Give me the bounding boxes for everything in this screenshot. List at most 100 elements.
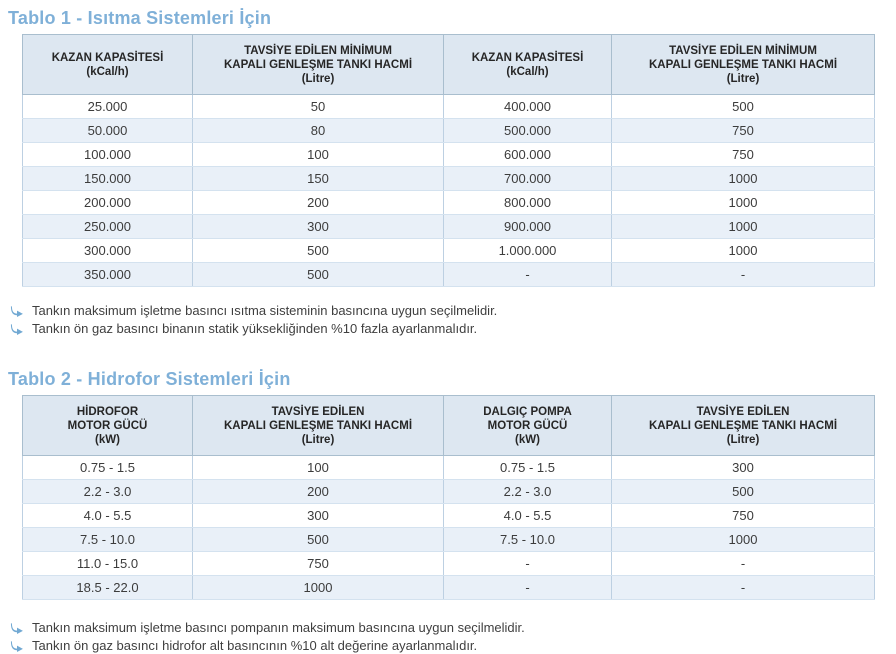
table-cell: 100.000 xyxy=(22,142,193,167)
table-cell: 1000 xyxy=(611,190,875,215)
table-cell: 800.000 xyxy=(443,190,612,215)
table-cell: 300.000 xyxy=(22,238,193,263)
table2-notes: Tankın maksimum işletme basıncı pompanın… xyxy=(10,620,886,654)
header-line: (kCal/h) xyxy=(506,65,549,78)
table-cell: 200 xyxy=(192,190,444,215)
table-cell: 1000 xyxy=(611,214,875,239)
header-line: HİDROFOR xyxy=(76,405,139,418)
header-cell: KAZAN KAPASİTESİ (kCal/h) xyxy=(443,34,612,95)
header-line: (kCal/h) xyxy=(86,65,129,78)
table-cell: 500 xyxy=(192,527,444,552)
arrow-bullet-icon xyxy=(10,306,24,317)
table1-title: Tablo 1 - Isıtma Sistemleri İçin xyxy=(8,8,272,28)
table2-section: Tablo 2 - Hidrofor Sistemleri İçin HİDRO… xyxy=(8,369,886,654)
header-cell: TAVSİYE EDİLEN KAPALI GENLEŞME TANKI HACM… xyxy=(192,395,444,456)
header-line: TAVSİYE EDİLEN xyxy=(696,405,790,418)
table-cell: 200.000 xyxy=(22,190,193,215)
table-row: 11.0 - 15.0 750- - xyxy=(22,551,875,576)
table-cell: 7.5 - 10.0 xyxy=(443,527,612,552)
table-cell: 600.000 xyxy=(443,142,612,167)
header-line: KAPALI GENLEŞME TANKI HACMİ xyxy=(223,419,413,432)
header-line: (Litre) xyxy=(726,433,760,446)
arrow-bullet-icon xyxy=(10,324,24,335)
table-row: 300.000 500 1.000.000 1000 xyxy=(22,238,875,263)
header-line: DALGIÇ POMPA xyxy=(483,405,572,418)
table-cell: 1000 xyxy=(192,575,444,600)
table-row: 0.75 - 1.5 100 0.75 - 1.5 300 xyxy=(22,455,875,480)
table-cell: 100 xyxy=(192,142,444,167)
table-cell: 500 xyxy=(192,238,444,263)
header-line: (kW) xyxy=(95,433,120,446)
table-cell: 1000 xyxy=(611,238,875,263)
table1-header-row: KAZAN KAPASİTESİ (kCal/h) TAVSİYE EDİLEN M… xyxy=(22,34,875,95)
header-cell: TAVSİYE EDİLEN KAPALI GENLEŞME TANKI HACM… xyxy=(611,395,875,456)
table-cell: 750 xyxy=(611,118,875,143)
table-cell: 11.0 - 15.0 xyxy=(22,551,193,576)
table-cell: 100 xyxy=(192,455,444,480)
table-row: 150.000 150 700.000 1000 xyxy=(22,166,875,191)
header-line: KAPALI GENLEŞME TANKI HACMİ xyxy=(648,419,838,432)
table-cell: 500 xyxy=(192,262,444,287)
table-cell: - xyxy=(611,551,875,576)
table-row: 250.000 300 900.000 1000 xyxy=(22,214,875,239)
header-cell: TAVSİYE EDİLEN MİNİMUM KAPALI GENLEŞME TA… xyxy=(192,34,444,95)
table2-head: HİDROFOR MOTOR GÜCÜ (kW) TAVSİYE EDİLEN KAPA… xyxy=(22,395,875,456)
note: Tankın maksimum işletme basıncı pompanın… xyxy=(10,620,886,636)
table-cell: 400.000 xyxy=(443,94,612,119)
table-cell: 300 xyxy=(611,455,875,480)
header-line: (Litre) xyxy=(726,72,760,85)
note-text: Tankın ön gaz basıncı binanın statik yük… xyxy=(32,321,478,336)
note: Tankın ön gaz basıncı binanın statik yük… xyxy=(10,321,886,337)
table1-notes: Tankın maksimum işletme basıncı ısıtma s… xyxy=(10,303,886,337)
header-line: TAVSİYE EDİLEN MİNİMUM xyxy=(244,44,392,57)
table-cell: - xyxy=(611,262,875,287)
header-line: (kW) xyxy=(515,433,540,446)
table-cell: 4.0 - 5.5 xyxy=(22,503,193,528)
note-text: Tankın ön gaz basıncı hidrofor alt basın… xyxy=(32,638,478,653)
table-cell: 0.75 - 1.5 xyxy=(443,455,612,480)
table-cell: 500 xyxy=(611,479,875,504)
table-row: 2.2 - 3.0 200 2.2 - 3.0 500 xyxy=(22,479,875,504)
header-line: KAPALI GENLEŞME TANKI HACMİ xyxy=(223,58,413,71)
note: Tankın ön gaz basıncı hidrofor alt basın… xyxy=(10,638,886,654)
spacer xyxy=(8,339,886,353)
header-line: (Litre) xyxy=(301,433,335,446)
arrow-bullet-icon xyxy=(10,623,24,634)
table2: HİDROFOR MOTOR GÜCÜ (kW) TAVSİYE EDİLEN KAPA… xyxy=(22,395,875,600)
table-cell: 250.000 xyxy=(22,214,193,239)
table-cell: - xyxy=(443,262,612,287)
table1-head: KAZAN KAPASİTESİ (kCal/h) TAVSİYE EDİLEN M… xyxy=(22,34,875,95)
table-cell: 300 xyxy=(192,503,444,528)
table-cell: 300 xyxy=(192,214,444,239)
table-cell: - xyxy=(443,575,612,600)
header-line: (Litre) xyxy=(301,72,335,85)
table-cell: - xyxy=(611,575,875,600)
table-cell: 900.000 xyxy=(443,214,612,239)
header-line: KAZAN KAPASİTESİ xyxy=(51,51,164,64)
table-row: 200.000 200 800.000 1000 xyxy=(22,190,875,215)
table-cell: 500 xyxy=(611,94,875,119)
table1-body: 25.000 50 400.000 500 50.000 80 500.000 750 100.… xyxy=(22,94,875,287)
table-cell: 750 xyxy=(611,503,875,528)
note-text: Tankın maksimum işletme basıncı ısıtma s… xyxy=(32,303,498,318)
table-cell: 700.000 xyxy=(443,166,612,191)
table-cell: 0.75 - 1.5 xyxy=(22,455,193,480)
header-cell: KAZAN KAPASİTESİ (kCal/h) xyxy=(22,34,193,95)
table1-section: Tablo 1 - Isıtma Sistemleri İçin KAZAN K… xyxy=(8,8,886,337)
header-line: TAVSİYE EDİLEN MİNİMUM xyxy=(669,44,817,57)
table-cell: 1000 xyxy=(611,527,875,552)
table-cell: 25.000 xyxy=(22,94,193,119)
table-cell: 750 xyxy=(611,142,875,167)
table-row: 350.000 500- - xyxy=(22,262,875,287)
table-cell: 18.5 - 22.0 xyxy=(22,575,193,600)
table-cell: 1.000.000 xyxy=(443,238,612,263)
table-row: 18.5 - 22.0 1000- - xyxy=(22,575,875,600)
table2-title: Tablo 2 - Hidrofor Sistemleri İçin xyxy=(8,369,291,389)
arrow-bullet-icon xyxy=(10,641,24,652)
table2-body: 0.75 - 1.5 100 0.75 - 1.5 300 2.2 - 3.0 200 2.… xyxy=(22,455,875,600)
note: Tankın maksimum işletme basıncı ısıtma s… xyxy=(10,303,886,319)
header-cell: DALGIÇ POMPA MOTOR GÜCÜ (kW) xyxy=(443,395,612,456)
header-line: MOTOR GÜCÜ xyxy=(67,419,148,432)
header-line: KAPALI GENLEŞME TANKI HACMİ xyxy=(648,58,838,71)
